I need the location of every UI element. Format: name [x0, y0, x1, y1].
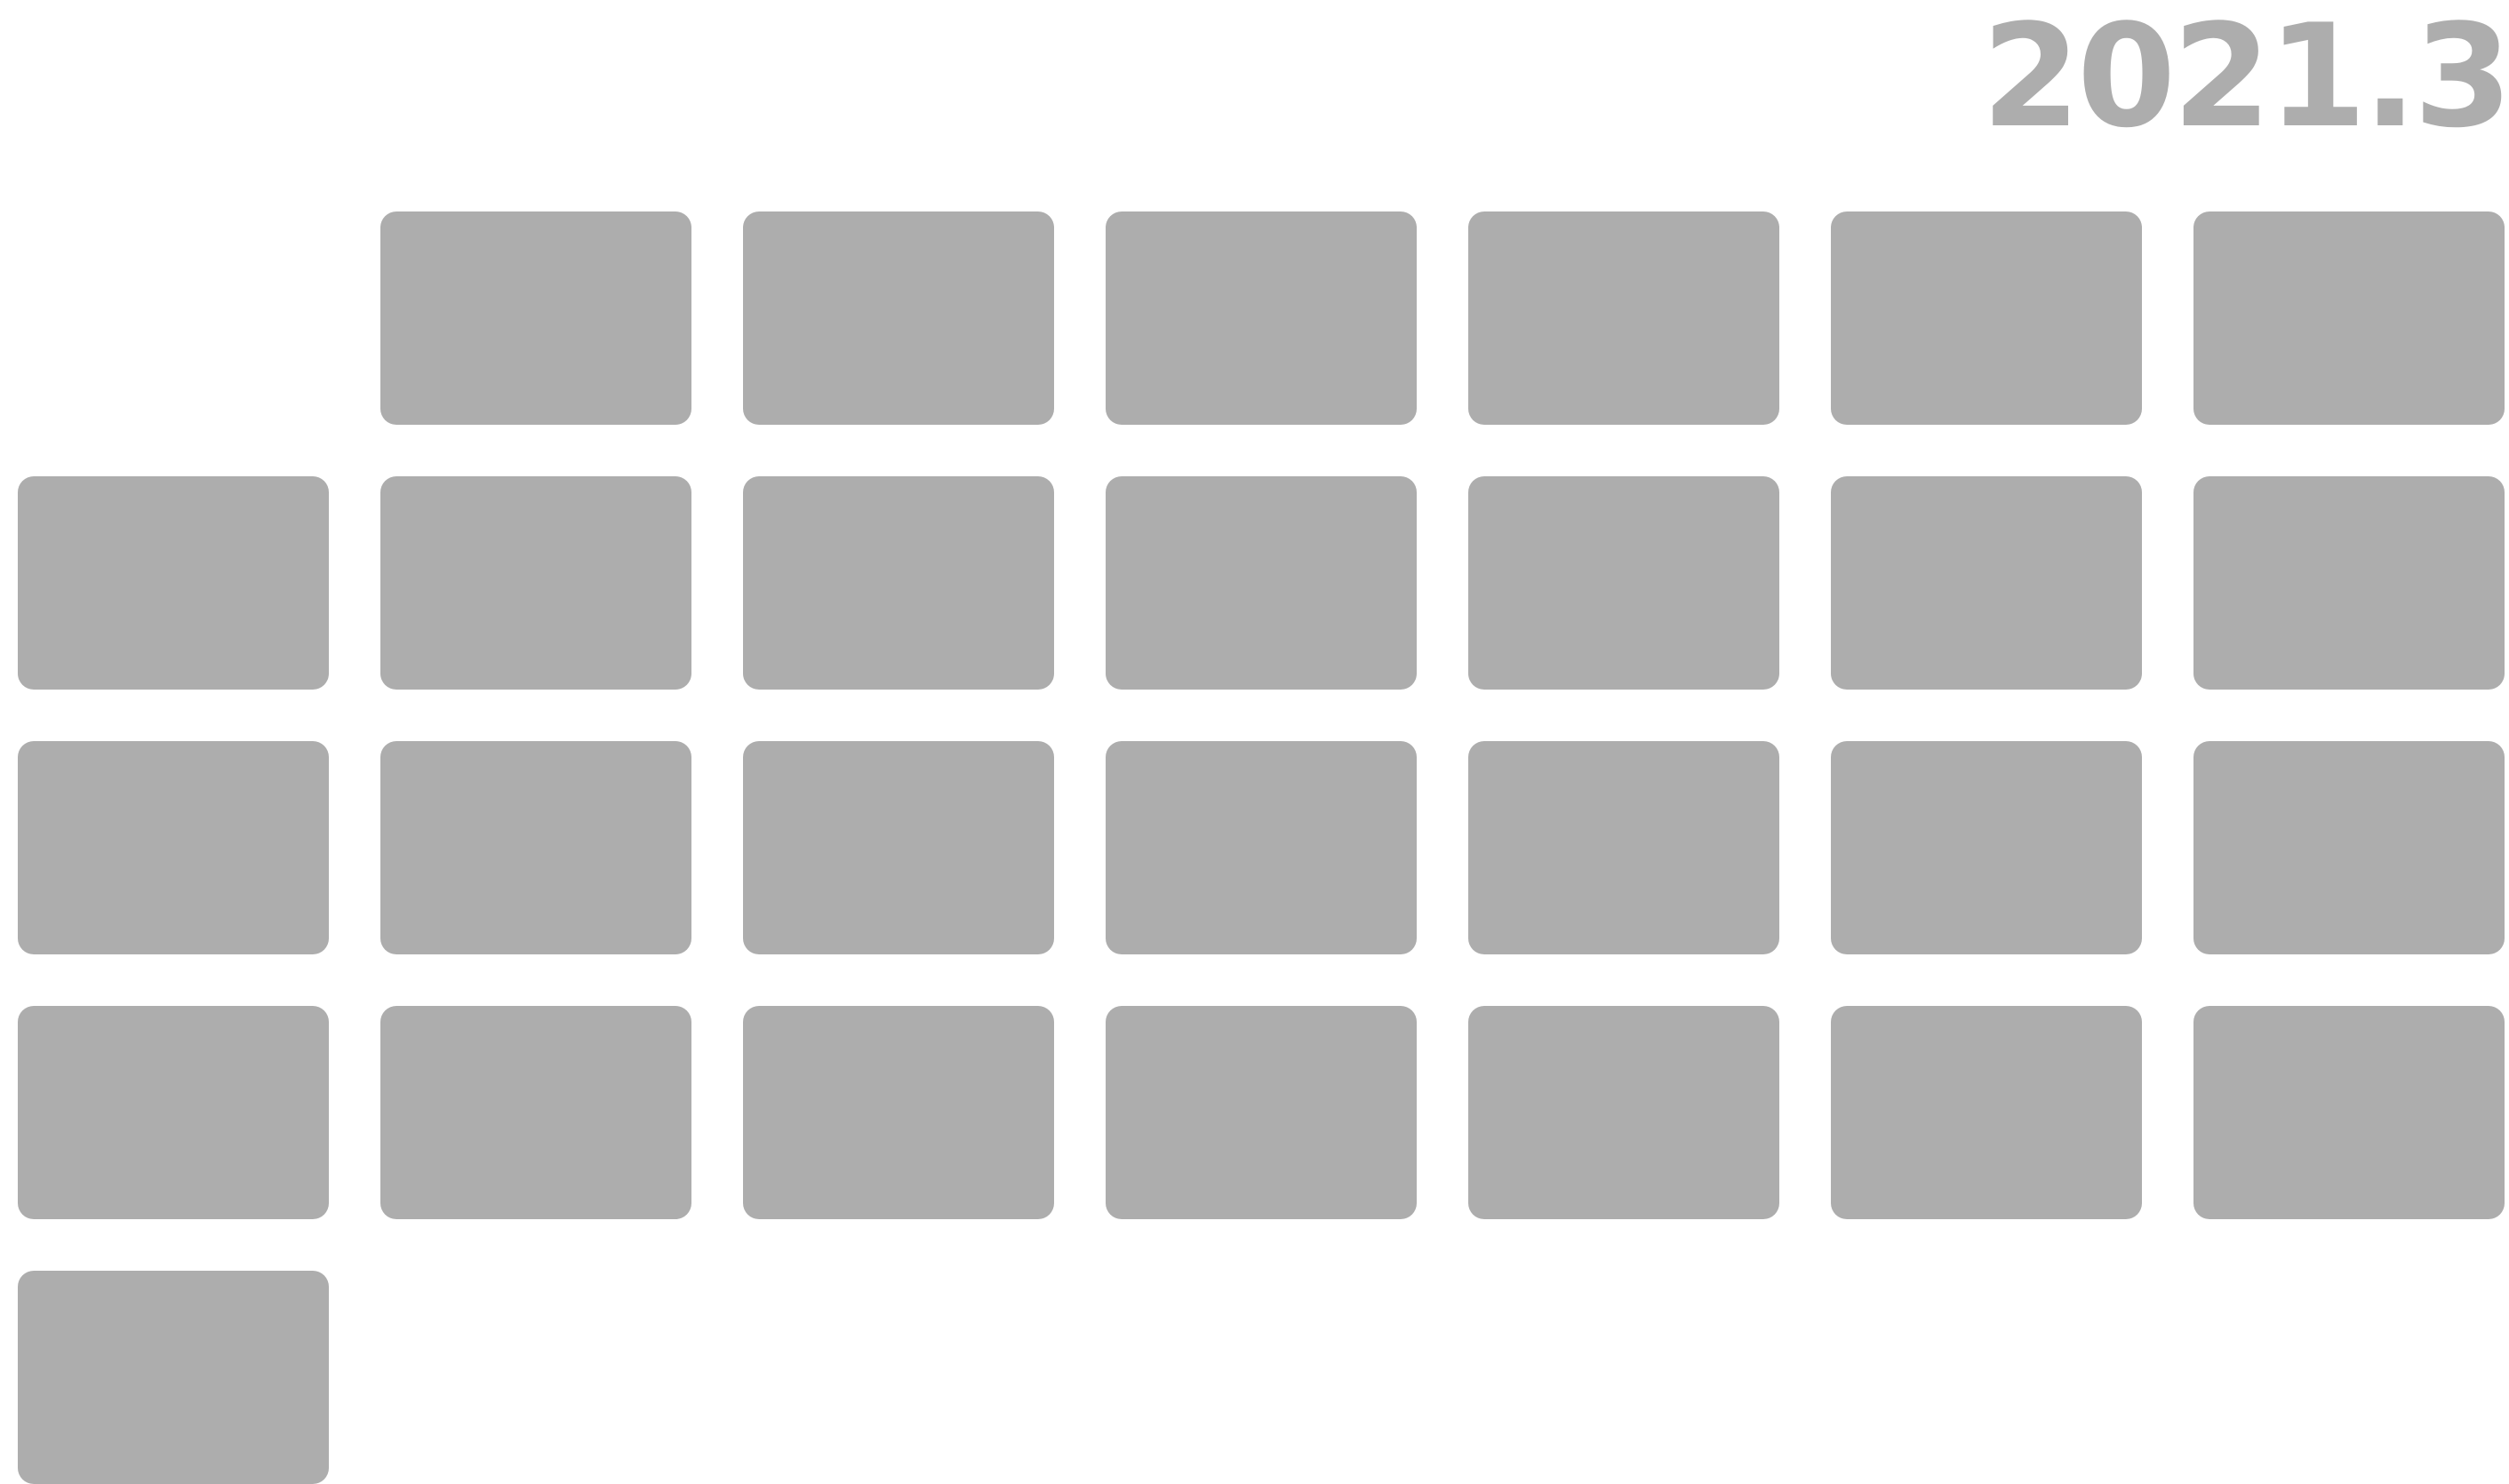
day-cell[interactable] — [380, 741, 691, 954]
day-cell[interactable] — [380, 211, 691, 425]
day-cell[interactable] — [380, 476, 691, 690]
day-cell[interactable] — [18, 1006, 329, 1219]
day-cell[interactable] — [2193, 741, 2505, 954]
day-cell[interactable] — [1468, 741, 1779, 954]
day-cell[interactable] — [2193, 211, 2505, 425]
day-cell[interactable] — [1468, 1006, 1779, 1219]
day-cell[interactable] — [1468, 211, 1779, 425]
day-cell[interactable] — [2193, 1006, 2505, 1219]
day-cell[interactable] — [1106, 1006, 1417, 1219]
day-cell[interactable] — [1831, 476, 2142, 690]
day-cell[interactable] — [18, 741, 329, 954]
day-cell[interactable] — [743, 211, 1054, 425]
day-cell[interactable] — [18, 1271, 329, 1484]
day-cell[interactable] — [1106, 476, 1417, 690]
day-cell[interactable] — [1831, 741, 2142, 954]
day-cell[interactable] — [743, 476, 1054, 690]
day-cell[interactable] — [18, 476, 329, 690]
day-cell[interactable] — [1468, 476, 1779, 690]
empty-cell — [18, 211, 329, 425]
day-cell[interactable] — [743, 1006, 1054, 1219]
day-cell[interactable] — [1106, 741, 1417, 954]
calendar-grid — [18, 211, 2509, 1484]
day-cell[interactable] — [2193, 476, 2505, 690]
day-cell[interactable] — [1831, 1006, 2142, 1219]
calendar-title: 2021.3 — [1981, 0, 2509, 159]
day-cell[interactable] — [1831, 211, 2142, 425]
day-cell[interactable] — [1106, 211, 1417, 425]
day-cell[interactable] — [743, 741, 1054, 954]
day-cell[interactable] — [380, 1006, 691, 1219]
